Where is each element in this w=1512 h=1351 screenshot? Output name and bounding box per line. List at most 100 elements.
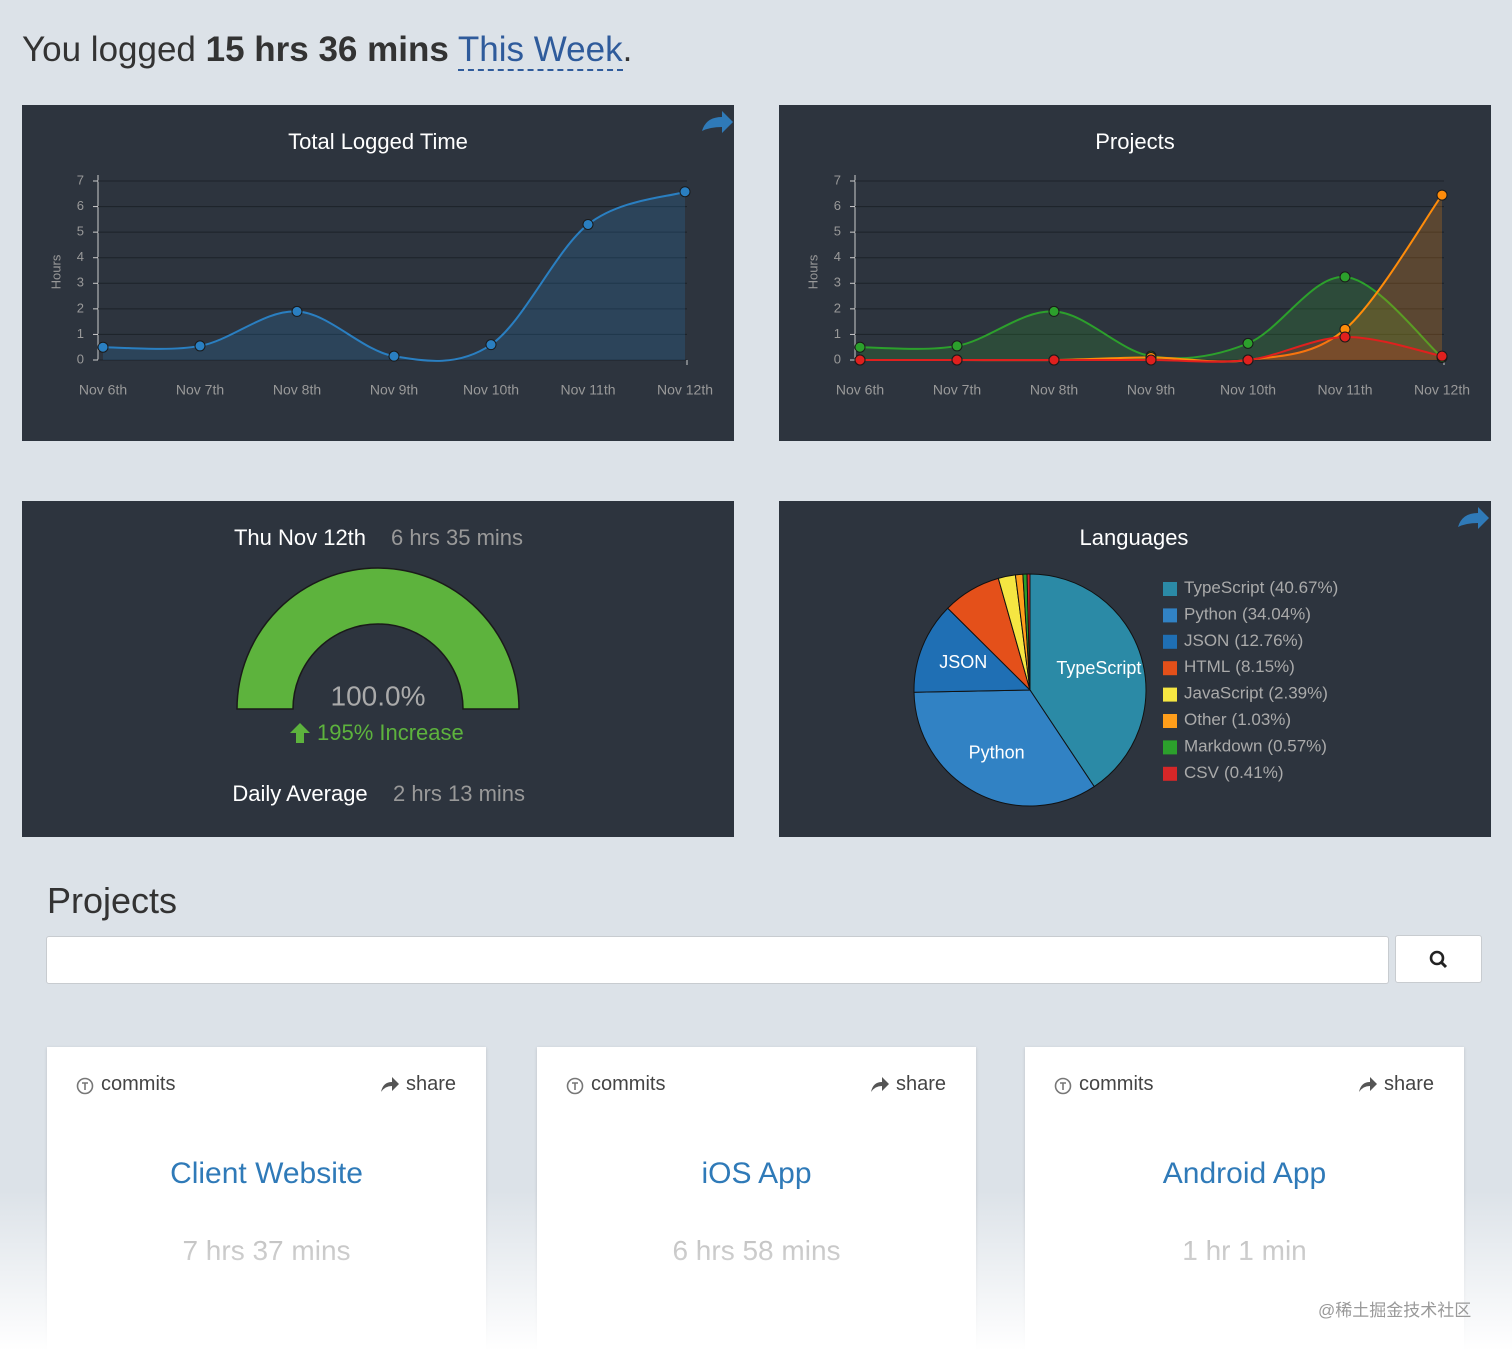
x-tick-label: Nov 9th xyxy=(370,382,418,398)
point xyxy=(1048,305,1060,317)
chart-title: Thu Nov 12th xyxy=(234,525,366,550)
legend-entry: JavaScript (2.39%) xyxy=(1184,684,1328,703)
share-text: share xyxy=(405,1073,456,1095)
legend-name: JSON xyxy=(1184,631,1229,650)
area xyxy=(103,191,685,361)
legend-name: CSV xyxy=(1184,763,1220,782)
search-input[interactable] xyxy=(46,936,1389,984)
legend-swatch xyxy=(1163,582,1177,596)
x-tick-label: Nov 8th xyxy=(1030,382,1078,398)
y-tick-label: 3 xyxy=(834,275,841,290)
project-name[interactable]: iOS App xyxy=(701,1157,812,1190)
footer-label: Daily Average xyxy=(232,781,367,806)
pie-slice xyxy=(913,689,1095,807)
share-link[interactable]: share xyxy=(380,1073,456,1096)
commits-link[interactable]: commits xyxy=(75,1073,175,1096)
chart: Thu Nov 12th 6 hrs 35 mins 100.0% 195% Incr… xyxy=(232,525,525,806)
legend-entry: Python (34.04%) xyxy=(1184,605,1311,624)
point xyxy=(97,341,109,353)
project-name[interactable]: Android App xyxy=(1162,1157,1327,1190)
panel: Thu Nov 12th 6 hrs 35 mins 100.0% 195% Incr… xyxy=(22,501,734,837)
legend-value: (2.39%) xyxy=(1268,684,1328,703)
legend-entry: Other (1.03%) xyxy=(1184,710,1291,729)
point xyxy=(854,341,866,353)
legend-name: Other xyxy=(1184,710,1227,729)
search-button[interactable] xyxy=(1395,935,1482,983)
slice-label: JSON xyxy=(939,652,987,672)
commits-icon xyxy=(1054,1077,1072,1094)
panel: Total Logged Time Hours 0 1 2 3 4 5 6 7 Nov 6th Nov… xyxy=(22,105,734,441)
x-tick-label: Nov 6th xyxy=(836,382,884,398)
legend-swatch xyxy=(1163,687,1177,702)
x-tick-label: Nov 7th xyxy=(176,382,224,398)
legend-value: (0.57%) xyxy=(1267,737,1327,756)
period-link[interactable]: This Week xyxy=(457,30,623,71)
y-tick-label: 1 xyxy=(834,326,841,341)
legend-entry: HTML (8.15%) xyxy=(1184,658,1295,677)
share-link[interactable]: share xyxy=(870,1073,946,1096)
legend-swatch xyxy=(1163,766,1177,781)
panel: Languages TypeScript TypeScript (40.67%) Pyt… xyxy=(779,501,1491,837)
legend-value: (34.04%) xyxy=(1242,605,1311,624)
point xyxy=(1048,354,1060,366)
share-icon[interactable] xyxy=(702,111,733,133)
gauge-arc xyxy=(236,567,520,710)
watermark: @稀土掘金技术社区 xyxy=(1318,1301,1472,1320)
area xyxy=(860,276,1442,360)
project-name[interactable]: Client Website xyxy=(170,1157,363,1190)
search-icon xyxy=(1429,950,1448,969)
y-tick-label: 5 xyxy=(834,224,841,239)
footer-value: 2 hrs 13 mins xyxy=(393,781,525,806)
legend-name: JavaScript xyxy=(1184,684,1264,703)
legend-value: (12.76%) xyxy=(1234,631,1303,650)
share-text: share xyxy=(1383,1073,1434,1095)
commits-icon xyxy=(76,1077,94,1094)
header-suffix: . xyxy=(622,30,633,69)
section-title: Projects xyxy=(47,880,178,921)
legend-entry: CSV (0.41%) xyxy=(1184,763,1284,782)
header-total: 15 hrs 36 mins xyxy=(205,30,449,69)
chart-title: Total Logged Time xyxy=(288,129,468,154)
fade xyxy=(0,1190,1512,1351)
legend-value: (8.15%) xyxy=(1235,658,1295,677)
share-icon xyxy=(380,1076,399,1092)
legend-swatch xyxy=(1163,608,1177,623)
header: You logged 15 hrs 36 mins This Week. xyxy=(22,30,633,71)
legend-swatch xyxy=(1163,714,1177,728)
chart: Projects Hours 0 1 2 3 4 5 6 7 Nov 6th Nov 7th Nov 8… xyxy=(805,129,1470,398)
commits-text: commits xyxy=(591,1073,666,1095)
point xyxy=(194,340,206,352)
legend-value: (1.03%) xyxy=(1232,710,1292,729)
point xyxy=(1242,337,1254,349)
share-link[interactable]: share xyxy=(1358,1073,1434,1096)
legend-entry: JSON (12.76%) xyxy=(1184,631,1303,650)
share-icon xyxy=(870,1076,889,1092)
y-tick-label: 7 xyxy=(834,172,841,187)
legend-name: HTML xyxy=(1184,658,1230,677)
chart: Total Logged Time Hours 0 1 2 3 4 5 6 7 Nov 6th Nov… xyxy=(48,111,733,398)
y-tick-label: 4 xyxy=(834,249,841,264)
legend-name: TypeScript xyxy=(1184,578,1265,597)
legend-entry: Markdown (0.57%) xyxy=(1184,737,1327,756)
x-tick-label: Nov 8th xyxy=(273,382,321,398)
share-icon[interactable] xyxy=(1458,507,1489,529)
point xyxy=(485,339,497,351)
point xyxy=(1242,354,1254,366)
chart-title: Projects xyxy=(1095,129,1174,154)
y-tick-label: 0 xyxy=(834,351,841,366)
share-text: share xyxy=(895,1073,946,1095)
pie-slice xyxy=(1026,573,1031,691)
gauge-value: 100.0% xyxy=(331,680,426,711)
commits-link[interactable]: commits xyxy=(565,1073,665,1096)
header-prefix: You logged xyxy=(22,30,196,69)
y-tick-label: 3 xyxy=(77,275,84,290)
commits-link[interactable]: commits xyxy=(1053,1073,1153,1096)
x-tick-label: Nov 11th xyxy=(1318,382,1373,398)
y-tick-label: 1 xyxy=(77,326,84,341)
area xyxy=(860,195,1442,362)
slice-label: TypeScript xyxy=(1056,658,1141,678)
x-tick-label: Nov 9th xyxy=(1127,382,1175,398)
y-tick-label: 4 xyxy=(77,249,84,264)
y-tick-label: 5 xyxy=(77,224,84,239)
